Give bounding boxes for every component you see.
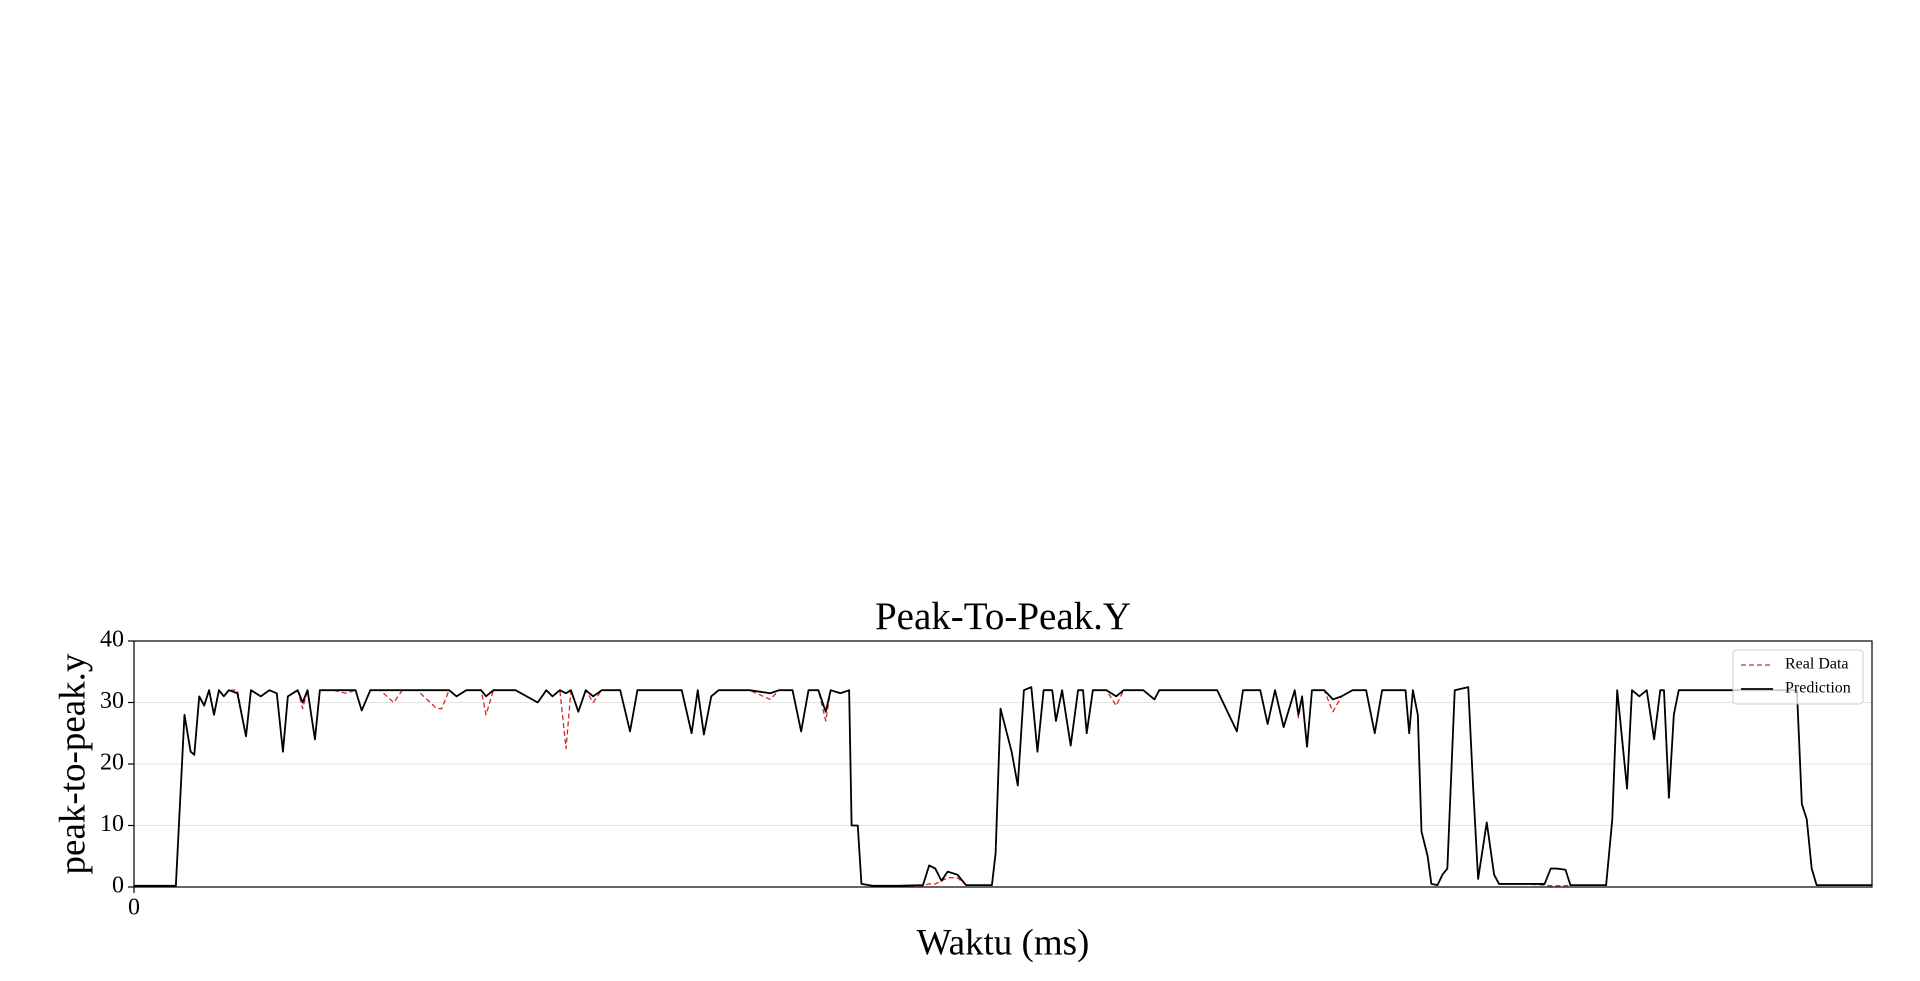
legend-label: Prediction	[1785, 680, 1851, 697]
y-axis-label: peak-to-peak.y	[52, 653, 93, 874]
series-line	[134, 686, 1872, 887]
y-tick-label: 40	[100, 627, 124, 653]
legend-label: Real Data	[1785, 656, 1849, 673]
x-tick-label: 0	[128, 895, 140, 921]
chart-title: Peak-To-Peak.Y	[875, 595, 1131, 638]
legend-box	[1732, 649, 1864, 705]
x-axis-label: Waktu (ms)	[917, 922, 1090, 963]
y-tick-label: 0	[112, 873, 124, 899]
plot-frame	[133, 640, 1873, 888]
y-tick-label: 10	[100, 811, 124, 837]
y-tick-label: 20	[100, 750, 124, 776]
y-tick-label: 30	[100, 688, 124, 714]
